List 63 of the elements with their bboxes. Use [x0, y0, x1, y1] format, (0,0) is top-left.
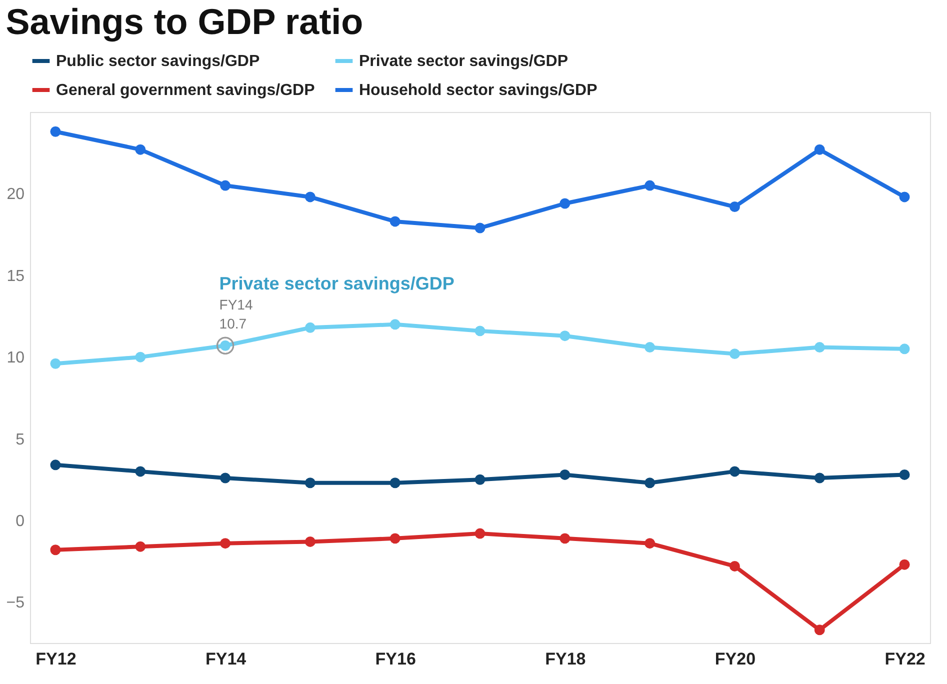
point: [644, 478, 656, 488]
x-tick-label: FY12: [36, 650, 76, 668]
point: [50, 544, 61, 556]
point: [50, 126, 61, 137]
annotation: Private sector savings/GDP: [219, 274, 454, 294]
point: [135, 541, 146, 552]
point: [390, 478, 400, 488]
point: [474, 222, 486, 234]
point: [390, 216, 400, 227]
point: [390, 533, 400, 544]
point: [474, 326, 486, 336]
x-tick-label: FY14: [205, 650, 247, 668]
legend-label: Private sector savings/GDP: [359, 53, 568, 70]
point: [50, 460, 61, 470]
point: [135, 352, 146, 362]
point: [220, 180, 231, 191]
point: [899, 559, 910, 570]
point: [644, 538, 656, 549]
point: [220, 472, 231, 484]
point: [814, 144, 825, 155]
point: [560, 198, 570, 209]
point: [644, 180, 656, 191]
annotation: FY14: [219, 296, 253, 313]
point: [390, 319, 400, 330]
y-tick-label: 0: [16, 512, 25, 530]
x-tick-label: FY16: [375, 650, 416, 668]
point: [304, 536, 316, 547]
point: [220, 538, 231, 549]
chart-title: Savings to GDP ratio: [6, 1, 364, 42]
point: [899, 344, 910, 354]
point: [304, 322, 316, 333]
point: [729, 466, 740, 477]
point: [474, 474, 486, 485]
y-tick-label: 15: [6, 268, 25, 285]
point: [474, 528, 486, 539]
point: [814, 472, 825, 484]
point: [560, 533, 570, 544]
x-tick-label: FY20: [714, 650, 756, 668]
point: [814, 624, 825, 636]
point: [304, 478, 316, 488]
legend-label: Household sector savings/GDP: [359, 82, 598, 99]
point: [304, 192, 316, 202]
legend-label: Public sector savings/GDP: [56, 53, 260, 70]
point: [135, 144, 146, 155]
point: [560, 330, 570, 342]
point: [899, 192, 910, 202]
legend-label: General government savings/GDP: [56, 82, 316, 99]
y-tick-label: 20: [6, 186, 25, 204]
point: [50, 358, 61, 369]
point: [729, 348, 740, 360]
point: [729, 560, 740, 572]
y-tick-label: −5: [6, 594, 25, 612]
point: [135, 466, 146, 477]
point: [729, 202, 740, 212]
point: [899, 469, 910, 480]
point: [644, 342, 656, 353]
point: [814, 342, 825, 353]
annotation: 10.7: [219, 316, 247, 332]
y-tick-label: 10: [6, 350, 25, 367]
x-tick-label: FY22: [884, 650, 926, 668]
y-tick-label: 5: [16, 431, 25, 448]
x-tick-label: FY18: [545, 650, 586, 668]
point: [560, 469, 570, 480]
